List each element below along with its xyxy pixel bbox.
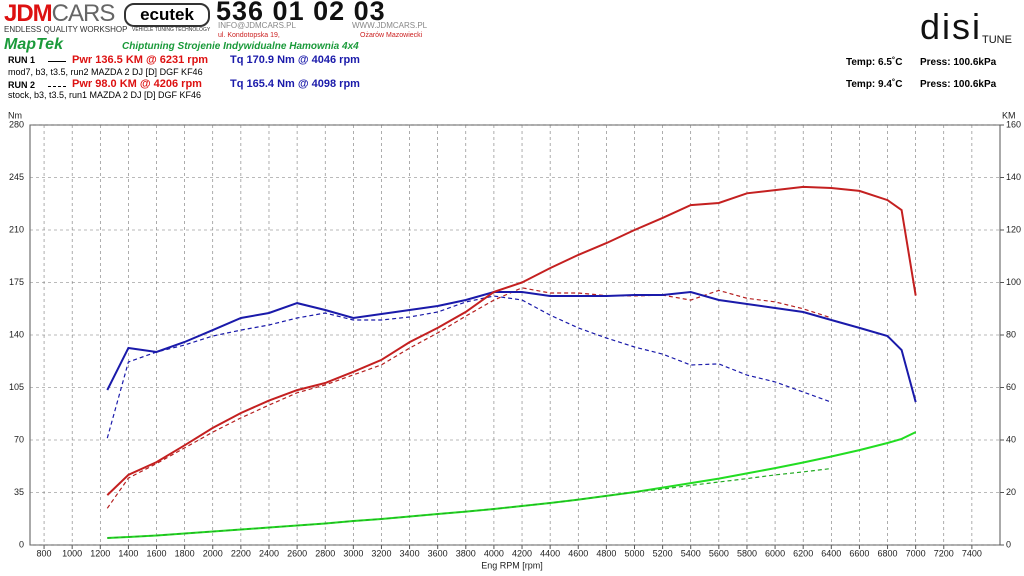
series-line — [107, 431, 917, 539]
series-line — [106, 185, 917, 496]
street: ul. Kondotopska 19, — [218, 32, 280, 39]
x-tick-label: 5000 — [624, 548, 644, 558]
run-label: RUN 1 — [8, 55, 36, 65]
y-tick-label: 245 — [9, 172, 24, 182]
y-tick-label: 35 — [14, 487, 24, 497]
y2-tick-label: 120 — [1006, 224, 1021, 234]
brand-a: JDM — [4, 0, 53, 27]
y-tick-label: 70 — [14, 434, 24, 444]
x-tick-label: 4600 — [568, 548, 588, 558]
disi-logo: disi — [920, 6, 983, 47]
city: Ożarów Mazowiecki — [360, 32, 423, 39]
y-tick-label: 175 — [9, 277, 24, 287]
y2-tick-label: 0 — [1006, 539, 1011, 549]
run-power: Pwr 136.5 KM @ 6231 rpm — [72, 54, 209, 66]
x-tick-label: 2000 — [203, 548, 223, 558]
x-tick-label: 5400 — [681, 548, 701, 558]
y2-tick-label: 40 — [1006, 434, 1016, 444]
x-tick-label: 1800 — [175, 548, 195, 558]
x-tick-label: 2200 — [231, 548, 251, 558]
run-line-sample — [48, 61, 66, 62]
y2-tick-label: 80 — [1006, 329, 1016, 339]
x-tick-label: 4000 — [484, 548, 504, 558]
run-press: Press: 100.6kPa — [920, 57, 997, 68]
x-tick-label: 6400 — [821, 548, 841, 558]
x-tick-label: 1600 — [147, 548, 167, 558]
series-line — [106, 295, 832, 439]
y-tick-label: 0 — [19, 539, 24, 549]
series-line — [106, 287, 832, 509]
x-tick-label: 5600 — [709, 548, 729, 558]
y2-axis-title: KM — [1002, 110, 1016, 120]
ecutek-tagline: VEHICLE TUNING TECHNOLOGY — [132, 27, 211, 33]
run-line-sample — [48, 86, 66, 87]
run-notes: stock, b3, t3.5, run1 MAZDA 2 DJ [D] DGF… — [8, 90, 202, 100]
x-tick-label: 3400 — [400, 548, 420, 558]
x-tick-label: 6000 — [765, 548, 785, 558]
x-tick-label: 3600 — [428, 548, 448, 558]
x-tick-label: 2400 — [259, 548, 279, 558]
x-tick-label: 7200 — [934, 548, 954, 558]
email: INFO@JDMCARS.PL — [218, 21, 296, 30]
x-tick-label: 3000 — [343, 548, 363, 558]
y-tick-label: 105 — [9, 382, 24, 392]
x-tick-label: 4800 — [596, 548, 616, 558]
x-tick-label: 4200 — [512, 548, 532, 558]
run-label: RUN 2 — [8, 80, 36, 90]
y2-tick-label: 20 — [1006, 487, 1016, 497]
y-tick-label: 210 — [9, 224, 24, 234]
series-line — [107, 467, 832, 539]
run-torque: Tq 170.9 Nm @ 4046 rpm — [230, 54, 360, 66]
x-tick-label: 1000 — [62, 548, 82, 558]
y-axis-title: Nm — [8, 110, 22, 120]
x-tick-label: 3200 — [371, 548, 391, 558]
run-temp: Temp: 9.4˚C — [846, 79, 903, 90]
maptek: MapTek — [4, 36, 63, 53]
run-notes: mod7, b3, t3.5, run2 MAZDA 2 DJ [D] DGF … — [8, 67, 203, 77]
y2-tick-label: 60 — [1006, 382, 1016, 392]
series-line — [106, 290, 917, 403]
run-temp: Temp: 6.5˚C — [846, 57, 903, 68]
ecutek-logo: ecutek — [124, 3, 210, 27]
x-tick-label: 3800 — [456, 548, 476, 558]
brand-b: CARS — [51, 0, 116, 27]
y2-tick-label: 140 — [1006, 172, 1021, 182]
x-tick-label: 6600 — [849, 548, 869, 558]
www: WWW.JDMCARS.PL — [352, 21, 428, 30]
tune-logo: TUNE — [982, 34, 1012, 46]
run-power: Pwr 98.0 KM @ 4206 rpm — [72, 78, 202, 90]
run-press: Press: 100.6kPa — [920, 79, 997, 90]
x-tick-label: 5800 — [737, 548, 757, 558]
brand: JDMCARS — [4, 0, 116, 28]
x-tick-label: 1200 — [90, 548, 110, 558]
x-tick-label: 5200 — [653, 548, 673, 558]
maptek-tagline: Chiptuning Strojenie Indywidualne Hamown… — [122, 41, 359, 52]
x-tick-label: 7000 — [906, 548, 926, 558]
y-tick-label: 140 — [9, 329, 24, 339]
y2-tick-label: 100 — [1006, 277, 1021, 287]
x-tick-label: 6800 — [878, 548, 898, 558]
x-tick-label: 2800 — [315, 548, 335, 558]
y-tick-label: 280 — [9, 119, 24, 129]
brand-tagline: ENDLESS QUALITY WORKSHOP — [4, 25, 128, 34]
x-tick-label: 6200 — [793, 548, 813, 558]
phone: 536 01 02 03 — [216, 0, 386, 26]
x-tick-label: 2600 — [287, 548, 307, 558]
x-axis-title: Eng RPM [rpm] — [481, 560, 543, 570]
run-torque: Tq 165.4 Nm @ 4098 rpm — [230, 78, 360, 90]
y2-tick-label: 160 — [1006, 119, 1021, 129]
x-tick-label: 7400 — [962, 548, 982, 558]
x-tick-label: 800 — [37, 548, 52, 558]
x-tick-label: 1400 — [118, 548, 138, 558]
x-tick-label: 4400 — [540, 548, 560, 558]
